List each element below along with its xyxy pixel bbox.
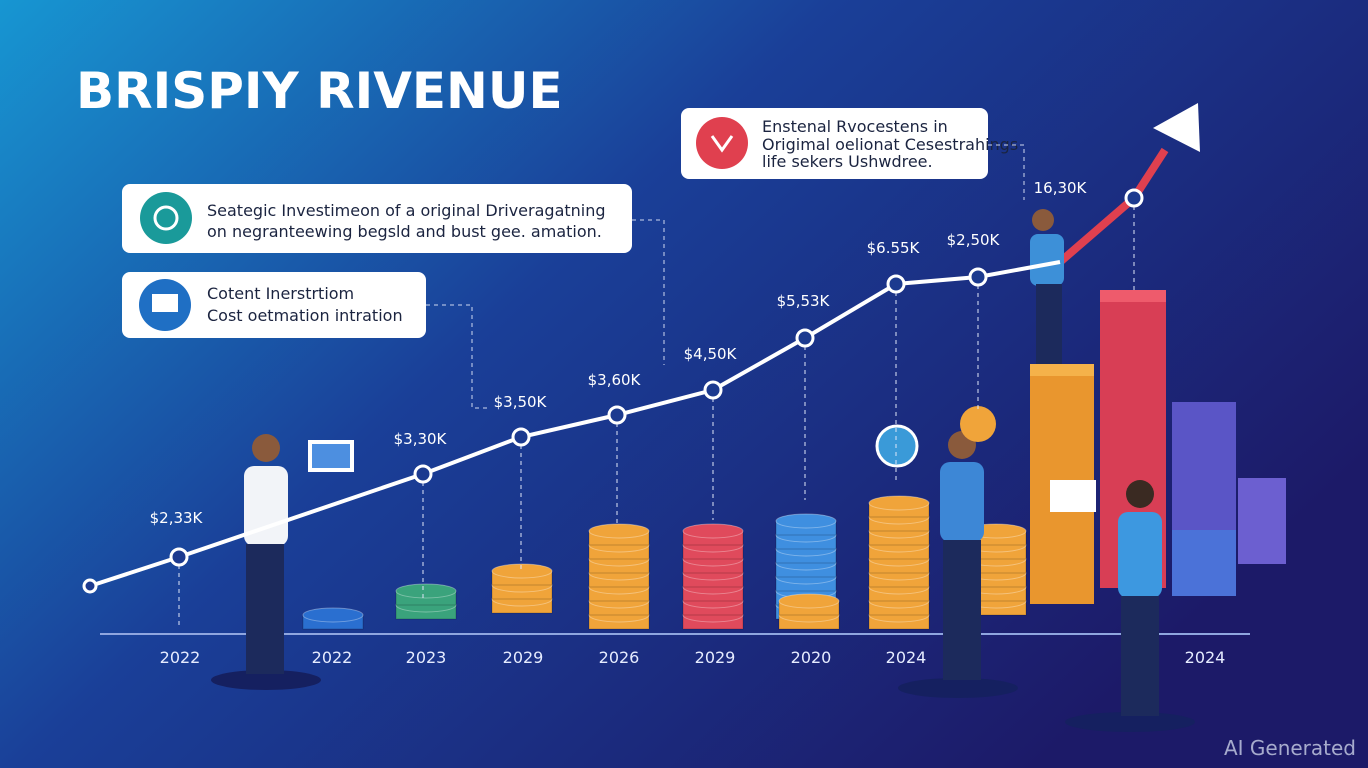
point xyxy=(795,328,815,348)
point xyxy=(1124,188,1144,208)
coin xyxy=(682,523,744,539)
coin xyxy=(491,563,553,579)
x-label: 2023 xyxy=(406,648,447,667)
point xyxy=(413,464,433,484)
callout-text: Cotent Inerstrtiom xyxy=(207,284,354,303)
point-label: $2,50K xyxy=(947,231,1001,249)
trend-line xyxy=(89,260,1061,588)
point-label: $3,30K xyxy=(394,430,448,448)
callout-card: Cotent Inerstrtiom Cost oetmation intrat… xyxy=(122,272,426,338)
callout-card: Enstenal Rvocestens in Origimal oelionat… xyxy=(681,108,1018,179)
point xyxy=(511,427,531,447)
point-label: 16,30K xyxy=(1034,179,1088,197)
coin xyxy=(588,523,650,539)
point-label: $6.55K xyxy=(867,239,921,257)
callout-text: Cost oetmation intration xyxy=(207,306,403,325)
point-label: $3,50K xyxy=(494,393,548,411)
x-label: 2022 xyxy=(312,648,353,667)
point-label: $2,33K xyxy=(150,509,204,527)
callout-text: Origimal oelionat Cesestrahings xyxy=(762,135,1018,154)
coin xyxy=(868,495,930,511)
x-label: 2029 xyxy=(503,648,544,667)
point-label: $5,53K xyxy=(777,292,831,310)
callout-card: Seategic Investimeon of a original Drive… xyxy=(122,184,632,253)
coin xyxy=(775,513,837,529)
watermark: AI Generated xyxy=(1224,736,1356,760)
title: BRISPIY RIVENUE xyxy=(76,62,563,120)
x-label: 2026 xyxy=(599,648,640,667)
callout-text: Enstenal Rvocestens in xyxy=(762,117,948,136)
person-illustration xyxy=(211,209,1195,732)
point xyxy=(703,380,723,400)
labels: $2,33K $3,30K $3,50K $3,60K $4,50K $5,53K $6.5… xyxy=(150,179,1226,667)
connector xyxy=(426,144,1025,409)
drop-line xyxy=(178,206,1135,625)
coin xyxy=(302,607,364,623)
points xyxy=(82,188,1144,594)
callout-text: on negranteewing begsld and bust gee. am… xyxy=(207,222,602,241)
point xyxy=(886,274,906,294)
point-label: $4,50K xyxy=(684,345,738,363)
callout-text: life sekers Ushwdree. xyxy=(762,152,933,171)
coin xyxy=(395,583,457,599)
point xyxy=(607,405,627,425)
point xyxy=(169,547,189,567)
point xyxy=(968,267,988,287)
x-label: 2022 xyxy=(160,648,201,667)
x-label: 2024 xyxy=(1185,648,1226,667)
x-label: 2020 xyxy=(791,648,832,667)
callout-text: Seategic Investimeon of a original Drive… xyxy=(207,201,606,220)
x-label: 2024 xyxy=(886,648,927,667)
x-label: 2029 xyxy=(695,648,736,667)
point-label: $3,60K xyxy=(588,371,642,389)
line-start xyxy=(82,578,98,594)
coin xyxy=(778,593,840,609)
